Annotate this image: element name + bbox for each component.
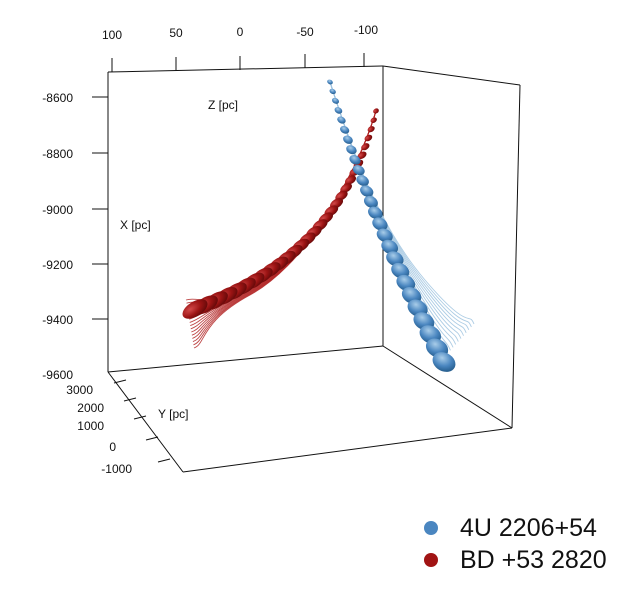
data-point (361, 143, 370, 151)
data-point (373, 108, 379, 114)
box-edge-bottom-left (107, 371, 184, 473)
data-point (327, 79, 333, 85)
series-4u-2206-54-points (327, 79, 456, 372)
data-point (329, 88, 336, 95)
z-tick-label: 0 (237, 25, 244, 39)
y-tick-mark (157, 458, 171, 463)
data-point (391, 262, 410, 279)
series-bd-53-2820-points (182, 108, 379, 319)
y-tick-label: 3000 (66, 383, 93, 397)
y-tick-mark (133, 415, 147, 420)
data-point (367, 126, 375, 133)
x-tick-label: -9400 (42, 313, 73, 327)
data-point (386, 251, 404, 267)
box-edge-bottom-right (382, 345, 513, 429)
legend-label: BD +53 2820 (460, 545, 607, 574)
data-point (334, 107, 343, 114)
data-point (368, 206, 383, 220)
y-tick-label: 1000 (77, 419, 104, 433)
x-tick-label: -8800 (42, 147, 73, 161)
z-axis: 100 50 0 -50 -100 Z [pc] (102, 23, 378, 112)
data-point (363, 195, 378, 208)
z-tick-label: -100 (354, 23, 378, 37)
data-point (346, 145, 357, 155)
data-point (360, 185, 374, 197)
y-tick-mark (113, 379, 127, 384)
data-point (345, 175, 357, 185)
trajectory-line (329, 81, 467, 333)
data-point (370, 117, 377, 123)
trajectory-line (329, 81, 464, 336)
plot-box (107, 65, 521, 473)
legend-label: 4U 2206+54 (460, 513, 597, 542)
z-axis-label: Z [pc] (208, 98, 238, 112)
data-point (352, 165, 365, 176)
data-point (356, 175, 369, 186)
data-point (381, 239, 399, 255)
data-point (343, 135, 353, 144)
data-point (331, 97, 340, 104)
y-axis-label: Y [pc] (158, 407, 188, 421)
y-tick-label: -1000 (101, 462, 132, 476)
box-edge-top-back (107, 65, 384, 73)
box-edge-right-front (511, 84, 521, 429)
trajectory-line (329, 81, 472, 328)
data-point (340, 125, 350, 134)
legend-item-bd-53-2820: BD +53 2820 (424, 544, 607, 576)
data-point (432, 352, 456, 372)
trajectory-line (329, 81, 470, 331)
series-4u-2206-54-trajectories (329, 81, 475, 363)
x-tick-label: -9000 (42, 203, 73, 217)
x-axis: -8600 -8800 -9000 -9200 -9400 -9600 X [p… (42, 91, 150, 382)
data-point (340, 183, 352, 193)
y-tick-mark (145, 436, 159, 441)
data-point (349, 155, 361, 165)
y-tick-label: 2000 (77, 401, 104, 415)
x-axis-label: X [pc] (120, 218, 151, 232)
x-tick-label: -9600 (42, 368, 73, 382)
y-axis: 3000 2000 1000 0 -1000 Y [pc] (66, 379, 188, 476)
legend-marker-red (424, 553, 438, 567)
z-tick-label: 100 (102, 28, 122, 42)
y-tick-mark (123, 397, 137, 402)
z-tick-label: -50 (296, 25, 314, 39)
y-tick-label: 0 (109, 440, 116, 454)
trajectory-line (329, 81, 457, 345)
legend: 4U 2206+54 BD +53 2820 (424, 512, 607, 576)
legend-item-4u-2206-54: 4U 2206+54 (424, 512, 607, 544)
box-edge-top-right (382, 65, 521, 86)
box-edge-bottom-back (107, 345, 384, 373)
data-point (357, 151, 367, 160)
data-point (376, 228, 393, 243)
x-tick-label: -8600 (42, 91, 73, 105)
trajectory-line (329, 81, 462, 339)
legend-marker-blue (424, 521, 438, 535)
data-point (337, 116, 346, 124)
data-point (182, 299, 208, 319)
data-point (396, 274, 416, 292)
trajectory-line (329, 81, 454, 348)
x-tick-label: -9200 (42, 258, 73, 272)
box-edge-bottom-front (182, 427, 513, 473)
trajectory-line (329, 81, 449, 354)
data-point (364, 134, 373, 142)
z-tick-label: 50 (169, 26, 183, 40)
data-point (372, 217, 388, 231)
